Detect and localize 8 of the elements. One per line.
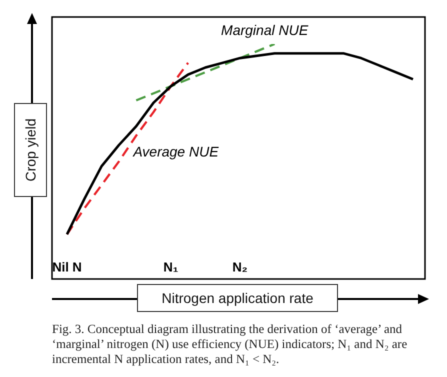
series-label: Average NUE bbox=[132, 144, 220, 160]
x-tick-label: N₁ bbox=[163, 260, 178, 275]
y-axis-title: Crop yield bbox=[22, 118, 38, 182]
caption: Fig. 3. Conceptual diagram illustrating the derivation of ‘average’ and ‘marginal’ nitrogen (N) use efficiency (NUE) indicators; N₁ and N₂ are incremental N application rates, and N₁ < N₂. bbox=[52, 322, 408, 367]
x-tick-label: Nil N bbox=[52, 260, 82, 275]
x-axis-title: Nitrogen application rate bbox=[137, 284, 338, 312]
x-tick-label: N₂ bbox=[232, 260, 248, 275]
series-label: Marginal NUE bbox=[221, 22, 309, 38]
